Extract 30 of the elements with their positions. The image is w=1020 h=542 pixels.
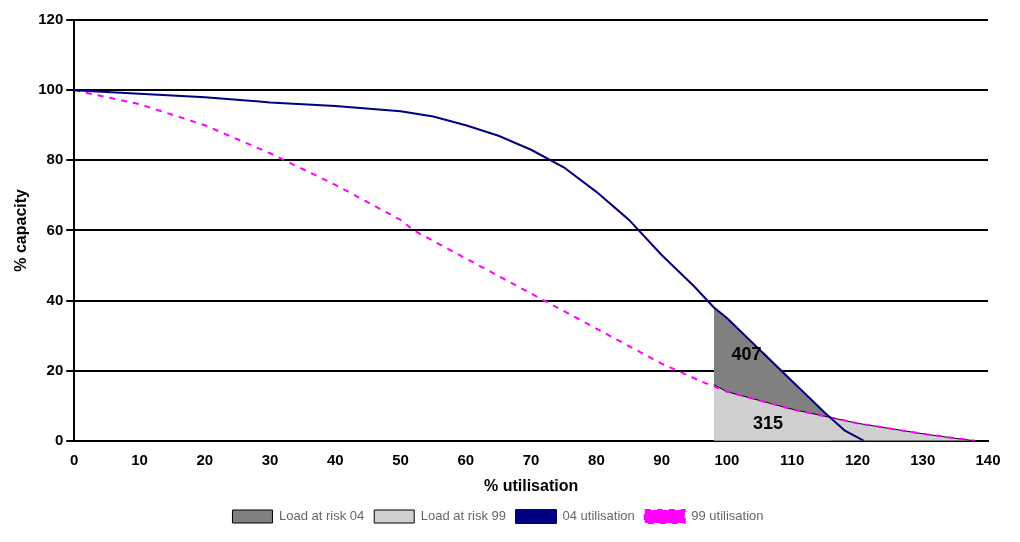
legend-label: Load at risk 04 [278, 508, 365, 524]
x-tick-label: 140 [975, 450, 1001, 468]
annotation: 407 [731, 343, 762, 364]
y-tick-label: 60 [46, 220, 64, 238]
y-axis-title: % capacity [12, 188, 30, 272]
x-tick-label: 60 [457, 450, 475, 468]
y-tick-label: 40 [46, 290, 64, 308]
x-tick-label: 110 [780, 450, 805, 468]
y-tick-label: 0 [54, 430, 64, 448]
legend-label: Load at risk 99 [420, 508, 507, 524]
annotation: 315 [753, 413, 784, 434]
y-tick-label: 120 [38, 10, 64, 28]
x-tick-label: 20 [196, 450, 214, 468]
x-tick-label: 40 [326, 450, 344, 468]
x-axis-title: % utilisation [484, 476, 579, 494]
legend-label: 99 utilisation [691, 508, 764, 524]
x-tick-label: 100 [714, 450, 740, 468]
x-tick-label: 70 [522, 450, 540, 468]
x-tick-label: 90 [653, 450, 670, 468]
x-tick-label: 80 [588, 450, 605, 468]
x-tick-label: 130 [910, 450, 936, 468]
y-tick-label: 80 [46, 150, 64, 168]
y-tick-label: 100 [38, 80, 64, 98]
x-tick-label: 0 [70, 450, 79, 468]
x-tick-label: 50 [392, 450, 409, 468]
x-tick-label: 120 [844, 450, 870, 468]
x-tick-label: 10 [131, 450, 148, 468]
y-tick-label: 20 [46, 360, 64, 378]
x-tick-label: 30 [261, 450, 279, 468]
legend-label: 04 utilisation [562, 508, 635, 524]
